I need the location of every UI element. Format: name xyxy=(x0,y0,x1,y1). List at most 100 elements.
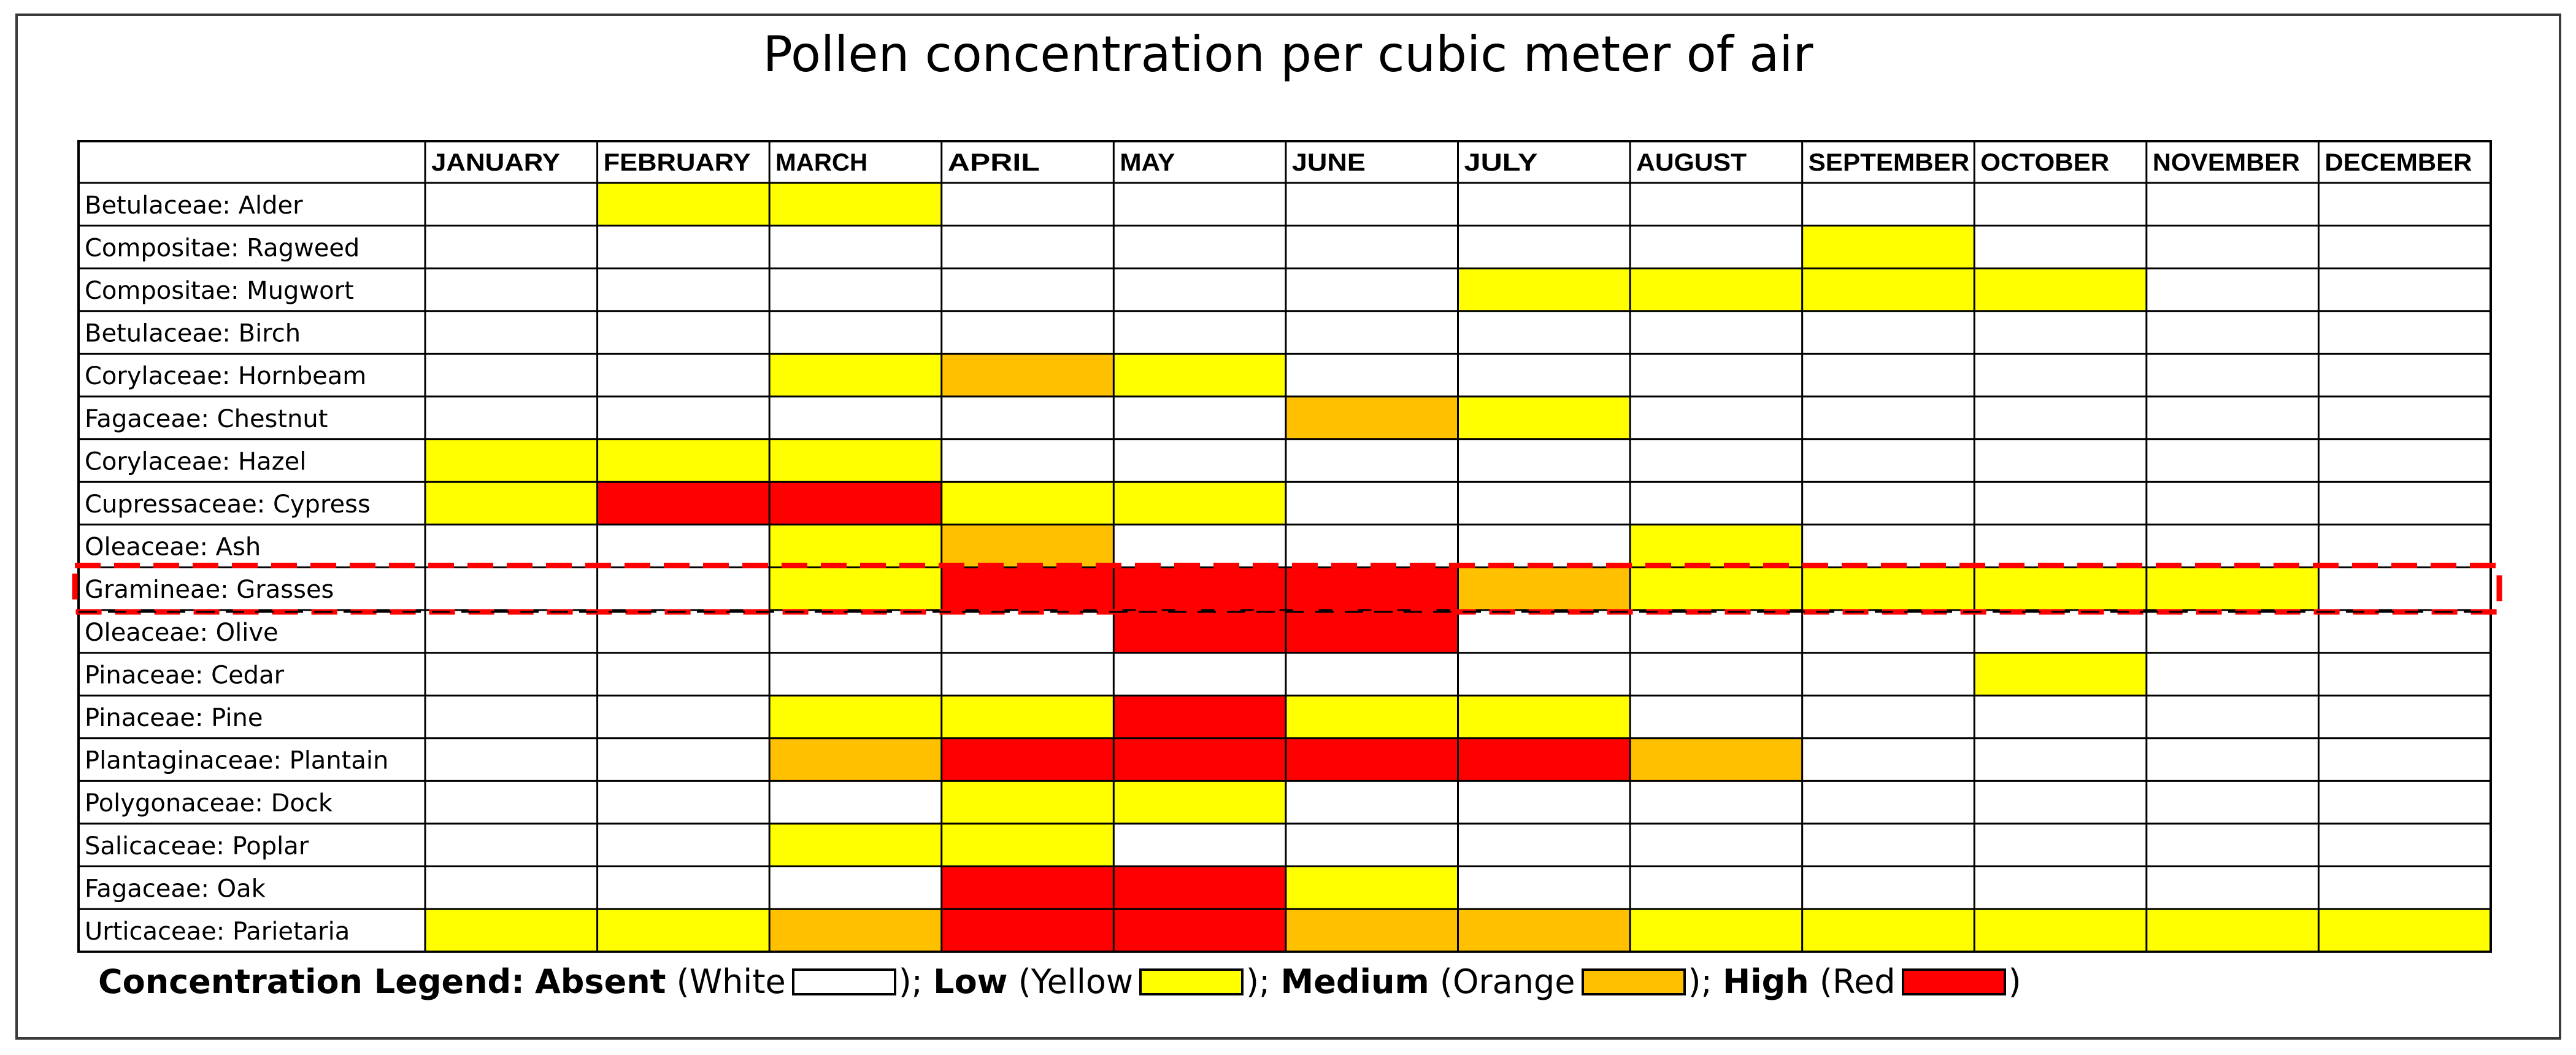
heatmap-cell xyxy=(2146,866,2319,910)
heatmap-cell xyxy=(1802,482,1975,525)
heatmap-cell xyxy=(1458,524,1631,568)
month-header: SEPTEMBER xyxy=(1809,149,1970,176)
row-label: Betulaceae: Birch xyxy=(85,320,301,348)
heatmap-cell xyxy=(941,738,1114,781)
heatmap-cell xyxy=(597,695,770,738)
heatmap-cell xyxy=(769,439,942,482)
heatmap-cell xyxy=(2146,909,2319,952)
heatmap-cell xyxy=(1630,439,1802,482)
heatmap-cell xyxy=(597,311,770,354)
heatmap-cell xyxy=(1802,268,1975,311)
legend-absent-label: Absent xyxy=(534,962,666,1001)
heatmap-cell xyxy=(1285,909,1458,952)
heatmap-cell xyxy=(1285,652,1458,696)
heatmap-cell xyxy=(1974,567,2147,610)
month-header: DECEMBER xyxy=(2324,149,2472,176)
legend-high-color: (Red xyxy=(1819,962,1896,1001)
heatmap-cell xyxy=(1113,524,1286,568)
heatmap-cell xyxy=(1458,225,1631,269)
heatmap-cell xyxy=(2318,225,2491,269)
heatmap-cell xyxy=(1974,824,2147,867)
heatmap-cell xyxy=(1285,396,1458,439)
row-label: Salicaceae: Poplar xyxy=(85,832,309,860)
heatmap-cell xyxy=(1802,354,1975,396)
row-label: Fagaceae: Chestnut xyxy=(85,405,328,433)
heatmap-cell xyxy=(769,567,942,610)
heatmap-cell xyxy=(1630,183,1802,226)
heatmap-cell xyxy=(425,354,598,396)
heatmap-cell xyxy=(597,824,770,867)
heatmap-cell xyxy=(425,652,598,696)
row-label: Cupressaceae: Cypress xyxy=(85,490,371,519)
heatmap-cell xyxy=(2318,268,2491,311)
heatmap-cell xyxy=(769,482,942,525)
heatmap-cell xyxy=(425,311,598,354)
heatmap-cell xyxy=(2318,866,2491,910)
heatmap-cell xyxy=(597,866,770,910)
heatmap-cell xyxy=(769,396,942,439)
heatmap-cell xyxy=(597,439,770,482)
month-header: AUGUST xyxy=(1636,149,1747,176)
heatmap-cell xyxy=(769,183,942,226)
heatmap-cell xyxy=(1802,610,1975,653)
heatmap-cell xyxy=(2146,354,2319,396)
heatmap-cell xyxy=(597,268,770,311)
heatmap-cell xyxy=(1802,866,1975,910)
month-header: NOVEMBER xyxy=(2153,149,2300,176)
heatmap-cell xyxy=(1285,866,1458,910)
heatmap-cell xyxy=(1285,567,1458,610)
heatmap-cell xyxy=(941,909,1114,952)
heatmap-cell xyxy=(1802,396,1975,439)
heatmap-cell xyxy=(769,824,942,867)
heatmap-cell xyxy=(2318,396,2491,439)
heatmap-cell xyxy=(1630,225,1802,269)
heatmap-cell xyxy=(1458,824,1631,867)
heatmap-cell xyxy=(1458,183,1631,226)
heatmap-cell xyxy=(1458,781,1631,824)
heatmap-cell xyxy=(941,652,1114,696)
heatmap-cell xyxy=(1974,781,2147,824)
legend-absent-swatch xyxy=(791,968,896,995)
heatmap-cell xyxy=(1285,439,1458,482)
heatmap-cell xyxy=(941,439,1114,482)
heatmap-cell xyxy=(1974,866,2147,910)
legend-medium-swatch xyxy=(1581,968,1686,995)
heatmap-cell xyxy=(425,482,598,525)
heatmap-cell xyxy=(2146,311,2319,354)
row-label: Pinaceae: Cedar xyxy=(85,661,285,689)
month-header: MARCH xyxy=(775,149,867,176)
heatmap-cell xyxy=(2146,396,2319,439)
heatmap-cell xyxy=(2318,652,2491,696)
heatmap-cell xyxy=(941,781,1114,824)
heatmap-cell xyxy=(769,866,942,910)
heatmap-cell xyxy=(769,781,942,824)
heatmap-cell xyxy=(1285,311,1458,354)
heatmap-cell xyxy=(425,268,598,311)
heatmap-cell xyxy=(425,183,598,226)
heatmap-cell xyxy=(2318,610,2491,653)
heatmap-cell xyxy=(1458,652,1631,696)
heatmap-cell xyxy=(941,396,1114,439)
heatmap-cell xyxy=(2146,567,2319,610)
heatmap-cell xyxy=(597,482,770,525)
heatmap-cell xyxy=(1802,695,1975,738)
month-header: APRIL xyxy=(948,149,1040,176)
heatmap-cell xyxy=(1285,824,1458,867)
heatmap-cell xyxy=(1285,268,1458,311)
heatmap-cell xyxy=(1630,738,1802,781)
heatmap-cell xyxy=(769,695,942,738)
heatmap-cell xyxy=(769,354,942,396)
heatmap-cell xyxy=(1113,354,1286,396)
heatmap-cell xyxy=(941,311,1114,354)
heatmap-cell xyxy=(1630,567,1802,610)
row-label: Compositae: Ragweed xyxy=(85,234,359,262)
heatmap-cell xyxy=(1458,311,1631,354)
heatmap-cell xyxy=(1974,311,2147,354)
heatmap-cell xyxy=(1285,610,1458,653)
heatmap-cell xyxy=(769,738,942,781)
legend-medium-sep: ); xyxy=(1688,962,1712,1001)
month-header: JULY xyxy=(1464,149,1538,176)
heatmap-cell xyxy=(2318,183,2491,226)
heatmap-cell xyxy=(1458,396,1631,439)
heatmap-cell xyxy=(425,610,598,653)
